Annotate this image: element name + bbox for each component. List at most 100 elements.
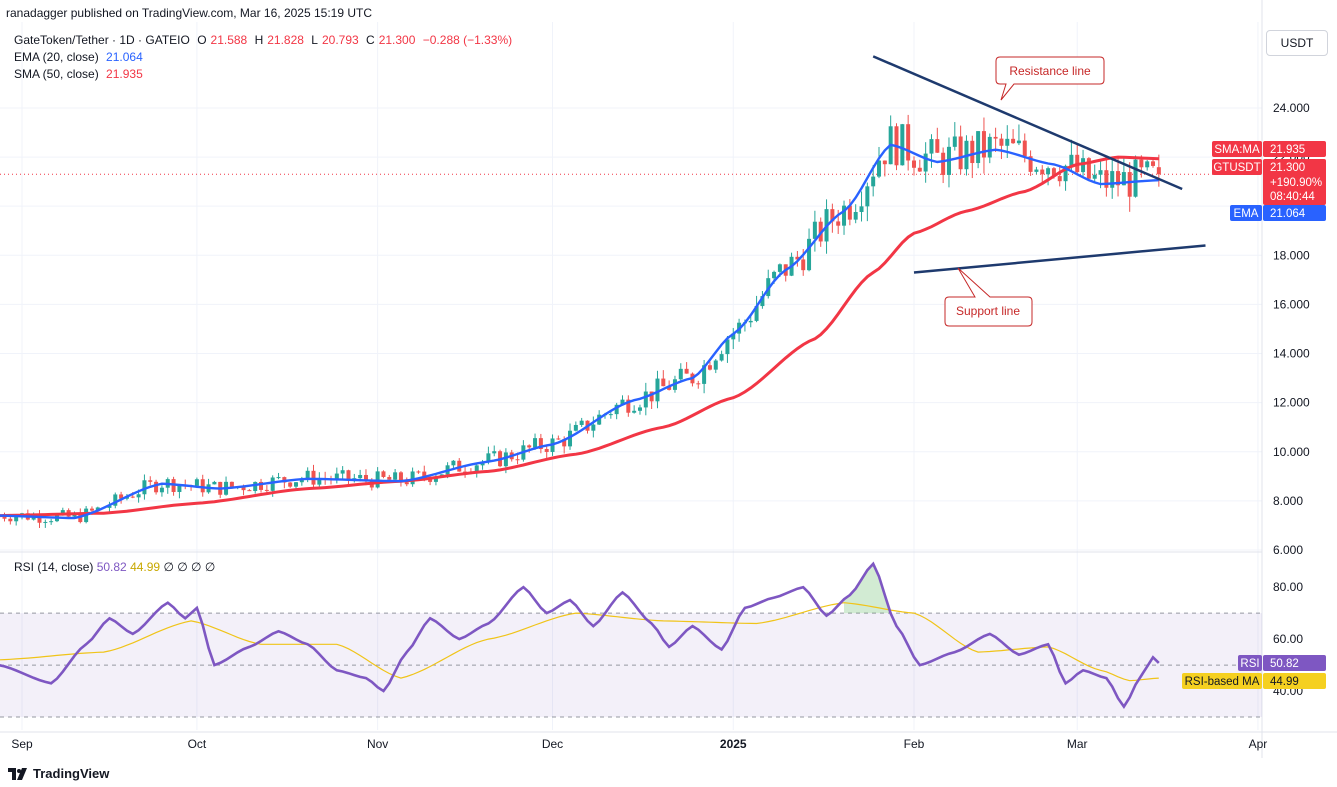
candle-body	[859, 206, 864, 213]
candle-body	[1011, 138, 1016, 144]
candle-body	[836, 221, 841, 226]
candle-body	[37, 515, 42, 523]
candle-body	[538, 438, 543, 450]
tradingview-logo[interactable]: TradingView	[8, 766, 109, 781]
candle-body	[130, 496, 135, 498]
candle-body	[772, 271, 777, 279]
candle-body	[1046, 168, 1051, 175]
symbol-row[interactable]: GateToken/Tether · 1D · GATEIO O 21.588 H…	[14, 32, 520, 49]
svg-text:EMA: EMA	[1234, 208, 1259, 220]
candle-body	[503, 452, 508, 467]
candle-body	[1092, 174, 1097, 179]
candle-body	[958, 136, 963, 170]
candle-body	[1022, 140, 1027, 157]
svg-text:21.064: 21.064	[1270, 208, 1306, 220]
candle-body	[113, 494, 118, 506]
candle-body	[725, 339, 730, 355]
candle-body	[334, 473, 339, 480]
svg-text:GTUSDT: GTUSDT	[1213, 162, 1260, 174]
candle-body	[1110, 171, 1115, 188]
candle-body	[229, 481, 234, 487]
candle-body	[1121, 172, 1126, 186]
time-tick-label: Mar	[1067, 737, 1088, 751]
candle-body	[14, 516, 19, 522]
candle-body	[649, 391, 654, 402]
price-tag: GTUSDT 21.300 +190.90% 08:40:44	[1212, 159, 1326, 205]
svg-text:+190.90%: +190.90%	[1270, 177, 1322, 189]
svg-text:RSI-based MA: RSI-based MA	[1185, 676, 1260, 688]
candle-body	[970, 140, 975, 164]
candle-body	[259, 481, 264, 490]
candle-body	[853, 212, 858, 220]
currency-unit-button[interactable]: USDT	[1266, 30, 1328, 56]
rsi-ma-tag: RSI-based MA 44.99	[1182, 673, 1326, 689]
candle-body	[1133, 159, 1138, 197]
support-label: Support line	[956, 304, 1020, 318]
candle-body	[398, 472, 403, 483]
candle-body	[159, 487, 164, 493]
svg-text:08:40:44: 08:40:44	[1270, 191, 1315, 203]
candle-body	[142, 480, 147, 495]
candle-body	[527, 445, 532, 448]
sma-legend-row[interactable]: SMA (50, close) 21.935	[14, 67, 143, 81]
candle-body	[299, 479, 304, 483]
candle-body	[8, 518, 13, 522]
candle-body	[842, 205, 847, 226]
candle-body	[544, 449, 549, 452]
candle-body	[404, 482, 409, 485]
candle-body	[807, 238, 812, 271]
candle-body	[620, 399, 625, 405]
candle-body	[987, 136, 992, 158]
time-tick-label: Feb	[904, 737, 925, 751]
candle-body	[707, 365, 712, 370]
ema-legend-row[interactable]: EMA (20, close) 21.064	[14, 50, 143, 64]
ema-tag: EMA 21.064	[1230, 205, 1326, 221]
candle-body	[1127, 172, 1132, 197]
candle-body	[422, 471, 427, 478]
svg-text:44.99: 44.99	[1270, 676, 1299, 688]
candle-body	[1063, 165, 1068, 182]
candle-body	[136, 494, 141, 498]
candle-body	[614, 404, 619, 415]
candle-body	[568, 430, 573, 447]
candle-body	[626, 399, 631, 413]
rsi-tick-label: 60.00	[1273, 632, 1303, 646]
candle-body	[363, 474, 368, 481]
candle-body	[573, 424, 578, 431]
candle-body	[865, 186, 870, 207]
candle-body	[1104, 170, 1109, 188]
price-tick-label: 14.000	[1273, 347, 1310, 361]
rsi-legend[interactable]: RSI (14, close) 50.82 44.99 ∅ ∅ ∅ ∅	[14, 560, 216, 574]
candle-body	[1086, 158, 1091, 179]
support-callout: Support line	[944, 267, 1033, 327]
candle-body	[637, 407, 642, 411]
candle-body	[1034, 169, 1039, 172]
candle-body	[533, 438, 538, 448]
candle-body	[60, 510, 65, 515]
candle-body	[200, 479, 205, 493]
candle-body	[247, 490, 252, 492]
candle-body	[684, 368, 689, 374]
tradingview-logo-icon	[8, 767, 27, 780]
rsi-overbought-fill	[844, 563, 903, 614]
candle-body	[643, 391, 648, 408]
price-tick-label: 10.000	[1273, 445, 1310, 459]
candle-body	[1156, 167, 1161, 175]
candle-body	[358, 474, 363, 479]
rsi-line	[0, 561, 1160, 709]
grid	[0, 0, 1337, 758]
candle-body	[463, 471, 468, 473]
candle-body	[877, 160, 882, 177]
candle-body	[1051, 168, 1056, 177]
candle-body	[731, 333, 736, 340]
candle-body	[95, 507, 100, 511]
ema-line	[0, 143, 1159, 520]
chart-legend: GateToken/Tether · 1D · GATEIO O 21.588 H…	[14, 32, 520, 83]
time-axis[interactable]: Sep Oct Nov Dec 2025 Feb Mar Apr	[11, 737, 1267, 751]
candle-body	[1139, 159, 1144, 168]
svg-text:RSI: RSI	[1240, 658, 1259, 670]
candle-body	[288, 482, 293, 487]
candle-body	[999, 138, 1004, 146]
candle-body	[981, 131, 986, 158]
